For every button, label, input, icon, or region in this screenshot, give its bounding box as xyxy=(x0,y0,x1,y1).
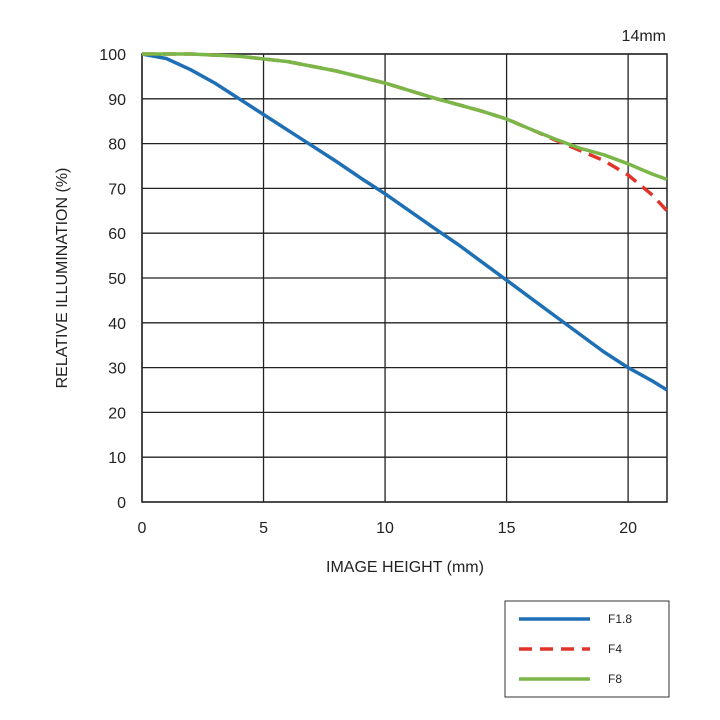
legend-items: F1.8 F4 F8 xyxy=(519,612,632,686)
x-tick-label: 10 xyxy=(376,520,394,537)
y-tick-label: 0 xyxy=(117,495,126,512)
series-line-f1-8 xyxy=(141,52,668,392)
legend-label: F8 xyxy=(608,672,622,686)
y-tick-label: 20 xyxy=(108,405,126,422)
series-line-f4 xyxy=(142,52,669,212)
x-tick-label: 15 xyxy=(498,520,516,537)
y-tick-label: 10 xyxy=(108,450,126,467)
y-tick-label: 70 xyxy=(108,181,126,198)
legend: F1.8 F4 F8 xyxy=(504,600,670,698)
y-tick-label: 40 xyxy=(108,316,126,333)
legend-label: F1.8 xyxy=(608,612,632,626)
y-axis-title: RELATIVE ILLUMINATION (%) xyxy=(54,168,71,389)
x-axis-title: IMAGE HEIGHT (mm) xyxy=(326,559,484,576)
y-tick-label: 50 xyxy=(108,271,126,288)
series-lines xyxy=(141,52,669,392)
x-tick-labels: 0 5 10 15 20 xyxy=(138,520,638,537)
x-tick-label: 5 xyxy=(259,520,268,537)
plot-frame xyxy=(141,53,668,503)
legend-label: F4 xyxy=(608,642,622,656)
y-tick-label: 80 xyxy=(108,137,126,154)
y-tick-label: 100 xyxy=(99,47,126,64)
chart-title: 14mm xyxy=(622,28,666,45)
grid-lines xyxy=(141,53,668,503)
y-tick-labels: 0 10 20 30 40 50 60 70 80 90 100 xyxy=(99,47,126,512)
x-tick-label: 20 xyxy=(619,520,637,537)
series-line-f8 xyxy=(142,52,668,182)
y-tick-label: 60 xyxy=(108,226,126,243)
x-tick-label: 0 xyxy=(138,520,147,537)
y-tick-label: 90 xyxy=(108,92,126,109)
y-tick-label: 30 xyxy=(108,361,126,378)
